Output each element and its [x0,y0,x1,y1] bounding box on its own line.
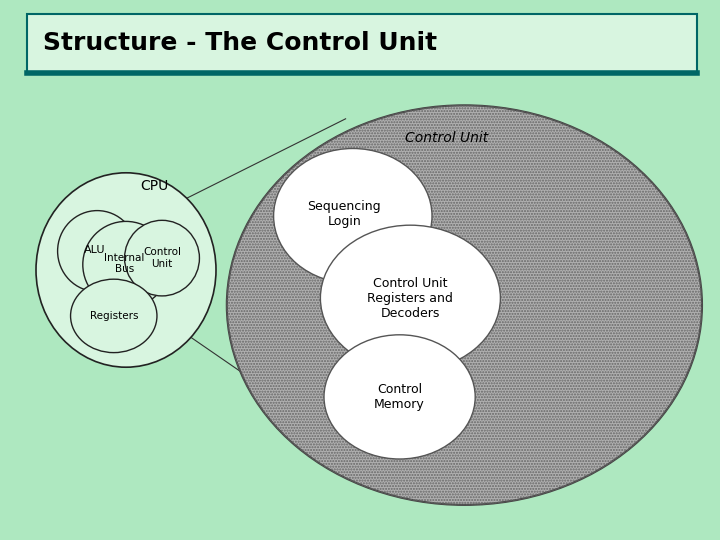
Ellipse shape [71,279,157,353]
Text: Internal
Bus: Internal Bus [104,253,145,274]
Ellipse shape [324,335,475,459]
Text: ALU: ALU [84,245,106,255]
Ellipse shape [83,221,169,308]
Ellipse shape [125,220,199,296]
Text: Control
Unit: Control Unit [143,247,181,269]
Text: Structure - The Control Unit: Structure - The Control Unit [43,31,437,55]
Ellipse shape [274,148,432,284]
Text: Control Unit
Registers and
Decoders: Control Unit Registers and Decoders [367,276,454,320]
Ellipse shape [227,105,702,505]
Text: Registers: Registers [89,311,138,321]
Text: Sequencing
Login: Sequencing Login [307,200,381,228]
Ellipse shape [36,173,216,367]
Ellipse shape [320,225,500,371]
Ellipse shape [58,211,137,292]
Text: CPU: CPU [140,179,169,193]
Text: Control
Memory: Control Memory [374,383,425,411]
Text: Control Unit: Control Unit [405,131,488,145]
FancyBboxPatch shape [27,14,697,73]
